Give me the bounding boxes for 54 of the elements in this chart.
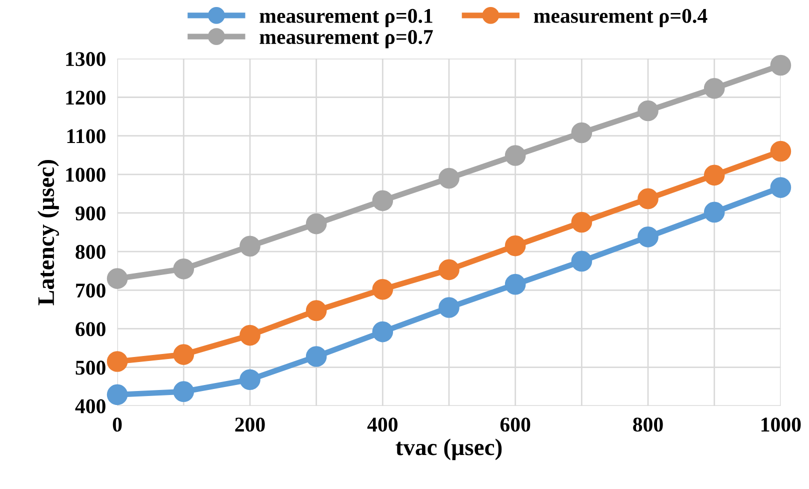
point <box>306 300 327 322</box>
point <box>173 258 194 280</box>
x-tick-label: 0 <box>112 418 122 432</box>
point <box>704 78 725 99</box>
x-tick-label: 600 <box>500 418 530 432</box>
y-tick-label: 400 <box>75 399 106 414</box>
point <box>173 344 194 365</box>
legend-label: measurement ρ=0.1 <box>260 8 432 28</box>
point <box>438 297 460 318</box>
x-tick-label: 1000 <box>762 418 801 432</box>
point <box>372 190 394 212</box>
y-tick-label: 500 <box>76 360 106 375</box>
x-tick-label: 800 <box>633 418 663 432</box>
point <box>372 321 394 342</box>
y-tick-label: 1000 <box>66 168 106 182</box>
x-tick-label: 400 <box>367 418 398 432</box>
point <box>571 122 592 144</box>
point <box>571 212 592 233</box>
point <box>372 278 394 300</box>
point <box>438 259 460 280</box>
point <box>770 140 792 162</box>
y-tick-label: 1300 <box>66 52 106 66</box>
point <box>306 213 327 234</box>
y-tick-label: 700 <box>76 284 106 298</box>
y-tick-label: 1200 <box>66 90 106 105</box>
point <box>571 250 592 272</box>
point <box>638 226 658 248</box>
point <box>770 54 792 76</box>
y-tick-label: 1100 <box>67 129 106 144</box>
point <box>504 274 526 295</box>
point <box>638 100 658 122</box>
point <box>438 168 460 189</box>
point <box>704 202 725 223</box>
legend-label: measurement ρ=0.7 <box>260 30 433 48</box>
point <box>504 235 526 256</box>
point <box>240 236 260 257</box>
point <box>240 369 260 390</box>
y-tick-label: 900 <box>76 206 106 220</box>
point <box>106 351 128 372</box>
x-tick-label: 200 <box>235 418 265 432</box>
point <box>106 384 128 406</box>
point <box>504 145 526 166</box>
point <box>704 164 725 186</box>
y-tick-label: 600 <box>76 322 106 336</box>
point <box>240 324 260 346</box>
legend-label: measurement ρ=0.4 <box>534 8 708 28</box>
point <box>173 381 194 402</box>
point <box>106 268 128 289</box>
x-axis-title: tvac (µsec) <box>396 438 502 460</box>
point <box>638 188 658 210</box>
y-axis-title: Latency (µsec) <box>37 160 59 306</box>
point <box>306 346 327 367</box>
point <box>770 177 792 198</box>
y-tick-label: 800 <box>76 244 106 259</box>
